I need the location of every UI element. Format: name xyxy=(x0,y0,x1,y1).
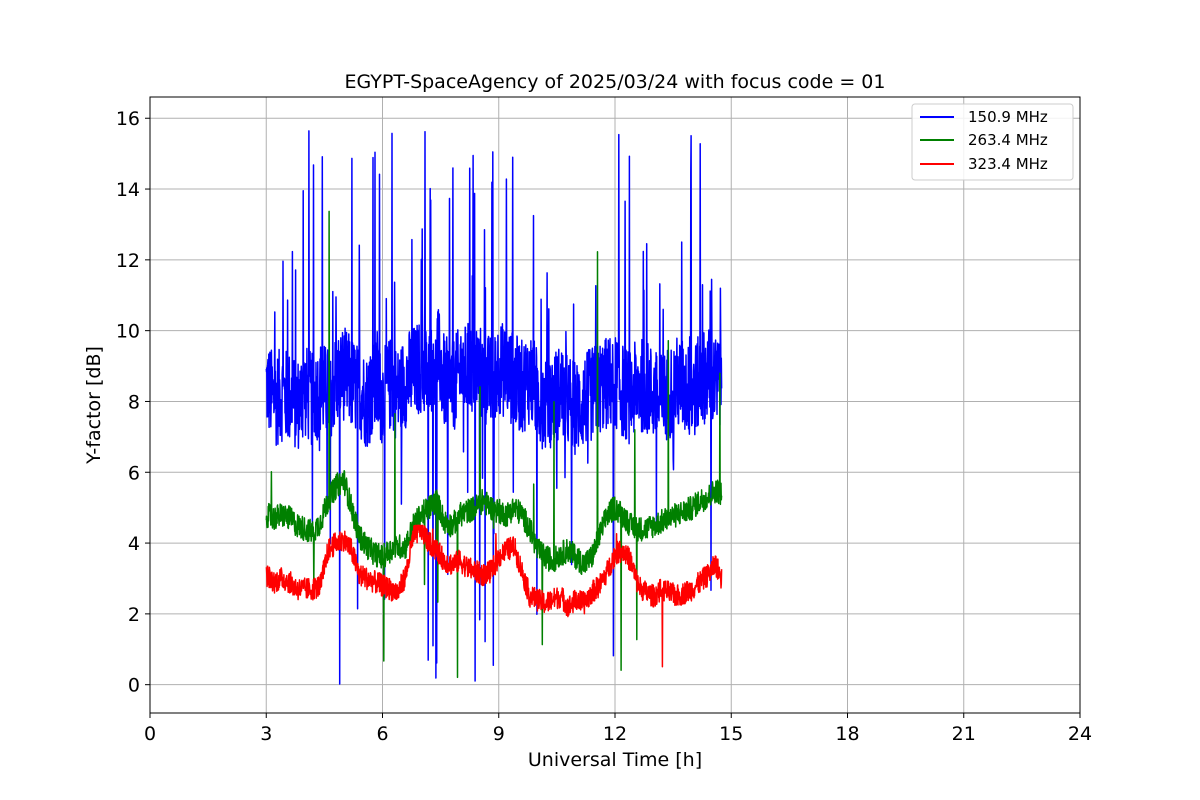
x-tick-label: 0 xyxy=(144,723,156,745)
chart-title: EGYPT-SpaceAgency of 2025/03/24 with foc… xyxy=(345,71,886,93)
y-tick-label: 14 xyxy=(116,179,140,201)
y-tick-label: 6 xyxy=(128,462,140,484)
y-axis: 0 2 4 6 8 10 12 14 16 xyxy=(116,108,150,697)
x-tick-label: 9 xyxy=(493,723,505,745)
x-tick-label: 6 xyxy=(376,723,388,745)
x-tick-label: 3 xyxy=(260,723,272,745)
legend-label-series-1: 263.4 MHz xyxy=(968,131,1048,149)
legend: 150.9 MHz 263.4 MHz 323.4 MHz xyxy=(911,103,1074,181)
y-tick-label: 10 xyxy=(116,321,140,343)
y-axis-title: Y-factor [dB] xyxy=(83,346,105,465)
plot-area xyxy=(265,130,723,685)
series-layer xyxy=(265,130,723,685)
series-line-2 xyxy=(265,524,723,668)
x-tick-label: 21 xyxy=(952,723,976,745)
legend-label-series-2: 323.4 MHz xyxy=(968,155,1048,173)
x-tick-label: 18 xyxy=(835,723,859,745)
series-line-0 xyxy=(265,130,723,685)
y-tick-label: 8 xyxy=(128,391,140,413)
x-axis: 0 3 6 9 12 15 18 21 24 xyxy=(144,713,1092,745)
y-tick-label: 0 xyxy=(128,675,140,697)
x-tick-label: 24 xyxy=(1068,723,1092,745)
x-tick-label: 15 xyxy=(719,723,743,745)
y-tick-label: 12 xyxy=(116,250,140,272)
legend-box xyxy=(911,103,1074,181)
y-tick-label: 16 xyxy=(116,108,140,130)
series-line-1 xyxy=(265,210,723,679)
y-tick-label: 2 xyxy=(128,604,140,626)
x-tick-label: 12 xyxy=(603,723,627,745)
y-tick-label: 4 xyxy=(128,533,140,555)
legend-label-series-0: 150.9 MHz xyxy=(968,108,1048,126)
x-axis-title: Universal Time [h] xyxy=(528,749,702,771)
